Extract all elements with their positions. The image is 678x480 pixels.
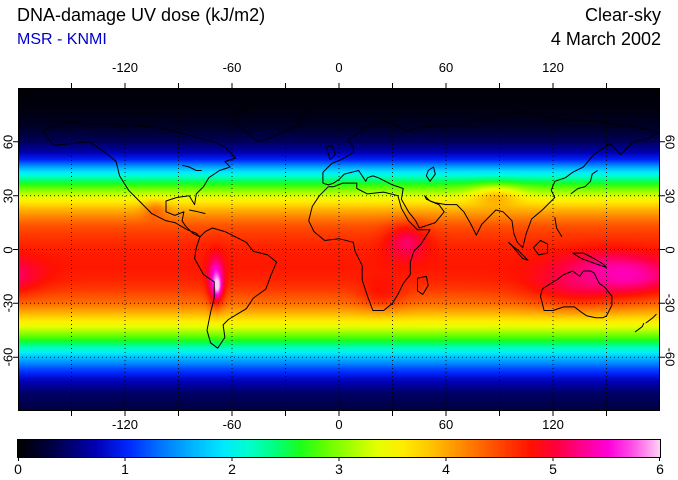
x-tick-label-bottom: -120 bbox=[111, 417, 139, 432]
y-tick-label-left: 0 bbox=[0, 245, 16, 254]
colorbar-tick-label: 0 bbox=[14, 461, 22, 477]
y-tick-label-left: 60 bbox=[0, 134, 16, 150]
colorbar-tick-label: 3 bbox=[335, 461, 343, 477]
colorbar-tick-label: 1 bbox=[121, 461, 129, 477]
x-tick-label-top: 0 bbox=[335, 60, 343, 75]
grid-lines bbox=[18, 88, 660, 411]
axis-ticks bbox=[13, 83, 665, 416]
y-tick-label-left: -30 bbox=[0, 293, 16, 313]
x-tick-label-bottom: -60 bbox=[222, 417, 242, 432]
colorbar-tick-label: 2 bbox=[228, 461, 236, 477]
map-overlay-svg bbox=[13, 83, 665, 416]
condition-label: Clear-sky bbox=[584, 5, 661, 25]
coastlines bbox=[42, 100, 659, 349]
map-frame bbox=[18, 88, 660, 411]
x-tick-label-bottom: 60 bbox=[438, 417, 454, 432]
date-label: 4 March 2002 bbox=[550, 29, 661, 49]
y-tick-label-left: -60 bbox=[0, 347, 16, 367]
colorbar-ticks-svg bbox=[18, 457, 660, 461]
page-title: DNA-damage UV dose (kJ/m2) bbox=[17, 5, 266, 25]
colorbar-tick-label: 5 bbox=[549, 461, 557, 477]
y-tick-label-right: -60 bbox=[662, 347, 678, 367]
y-tick-label-right: -30 bbox=[662, 293, 678, 313]
colorbar-ticks bbox=[18, 457, 660, 461]
x-tick-label-top: -120 bbox=[111, 60, 139, 75]
source-label: MSR - KNMI bbox=[17, 31, 107, 48]
x-tick-label-top: 120 bbox=[542, 60, 564, 75]
y-tick-label-left: 30 bbox=[0, 188, 16, 203]
y-tick-label-right: 30 bbox=[662, 188, 678, 203]
colorbar-tick-label: 4 bbox=[442, 461, 450, 477]
y-tick-label-right: 0 bbox=[662, 245, 678, 254]
colorbar-tick-label: 6 bbox=[656, 461, 664, 477]
x-tick-label-top: 60 bbox=[438, 60, 454, 75]
x-tick-label-top: -60 bbox=[222, 60, 242, 75]
y-tick-label-right: 60 bbox=[662, 134, 678, 150]
map-plot-area bbox=[13, 83, 665, 416]
x-tick-label-bottom: 120 bbox=[542, 417, 564, 432]
x-tick-label-bottom: 0 bbox=[335, 417, 343, 432]
